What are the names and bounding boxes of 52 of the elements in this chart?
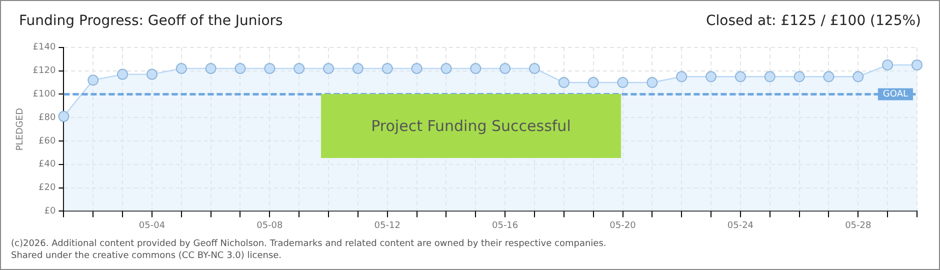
x-tick-label: 05-28 (845, 220, 872, 231)
point (58, 110, 70, 122)
point (323, 62, 334, 74)
x-tick-label: 05-04 (138, 220, 166, 231)
point (88, 74, 99, 86)
point (882, 59, 894, 70)
point (852, 71, 864, 82)
point (617, 77, 628, 88)
point (146, 68, 158, 80)
x-tick-label: 05-20 (610, 220, 636, 231)
point (264, 62, 276, 74)
y-tick-label: £100 (32, 90, 56, 100)
x-tick-label: 05-16 (492, 220, 518, 231)
chart-subtitle: Closed at: £125 / £100 (125%) (706, 13, 921, 29)
point (234, 62, 246, 74)
x-tick-label: 05-24 (727, 220, 754, 231)
y-tick-label: £140 (32, 42, 56, 53)
y-tick-label: £80 (38, 112, 56, 123)
point (734, 71, 746, 82)
point (382, 62, 393, 74)
point (794, 71, 805, 82)
point (411, 62, 422, 74)
point (706, 71, 717, 82)
y-tick-label: £120 (32, 66, 56, 76)
point (176, 62, 187, 74)
success-banner: Project Funding Successful (321, 94, 621, 158)
ref-line-label: GOAL (882, 90, 908, 100)
y-tick-label: £0 (44, 206, 56, 217)
point (294, 62, 305, 74)
point (117, 68, 128, 80)
point (205, 62, 216, 74)
point (440, 62, 452, 74)
chart-title: Funding Progress: Geoff of the Juniors (19, 13, 283, 29)
text: (c)2026. Additional content provided by Geoff Nicholson. Trademarks and related content are owned by their respective companies. (11, 238, 606, 250)
point (912, 59, 922, 70)
point (646, 77, 658, 88)
point (676, 71, 688, 82)
y-axis-title: PLEDGED (16, 108, 26, 151)
text: Shared under the creative commons (CC BY-NC 3.0) license. (11, 250, 283, 262)
point (352, 62, 364, 74)
point (588, 77, 599, 88)
y-tick-label: £20 (38, 183, 56, 194)
x-tick-label: 05-12 (374, 220, 400, 231)
x-tick-label: 05-08 (256, 220, 284, 231)
point (823, 71, 834, 82)
y-tick-label: £40 (38, 160, 56, 170)
point (558, 77, 570, 88)
y-tick-label: £60 (38, 136, 56, 146)
point (500, 62, 511, 74)
point (470, 62, 482, 74)
point (528, 62, 540, 74)
point (764, 71, 776, 82)
